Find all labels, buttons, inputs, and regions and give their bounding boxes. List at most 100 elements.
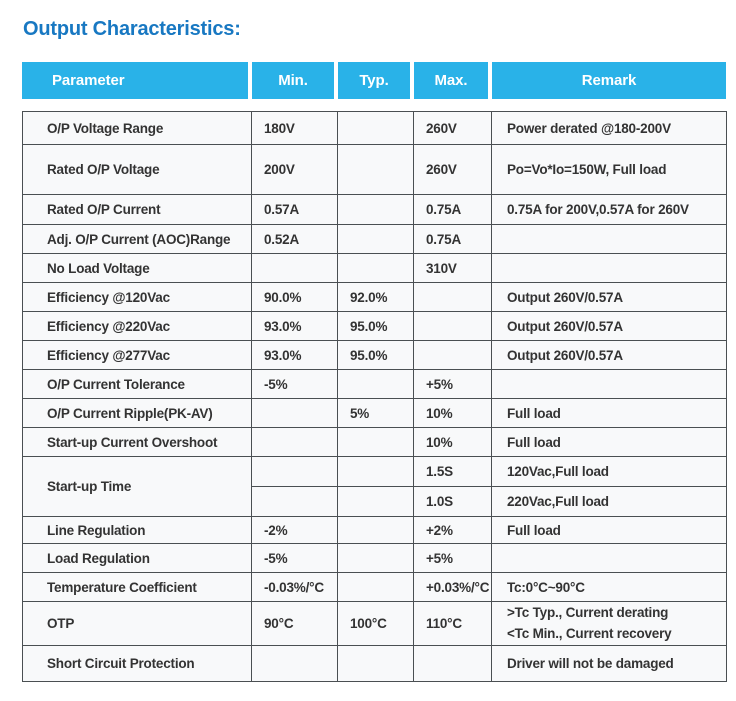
- cell-min: 0.57A: [251, 194, 338, 225]
- cell-max: +0.03%/°C: [413, 572, 492, 602]
- cell-typ: [337, 427, 414, 457]
- cell-parameter: Rated O/P Voltage: [22, 144, 252, 195]
- cell-remark: [491, 543, 727, 573]
- cell-parameter: Load Regulation: [22, 543, 252, 573]
- cell-max: 310V: [413, 253, 492, 283]
- column-header-remark: Remark: [492, 62, 726, 99]
- cell-typ: 100°C: [337, 601, 414, 646]
- cell-parameter: O/P Voltage Range: [22, 111, 252, 145]
- cell-min: 0.52A: [251, 224, 338, 254]
- cell-parameter: No Load Voltage: [22, 253, 252, 283]
- remark-line: >Tc Typ., Current derating: [507, 604, 669, 620]
- cell-max: 110°C: [413, 601, 492, 646]
- column-header-typ: Typ.: [338, 62, 410, 99]
- cell-typ: [337, 486, 414, 517]
- cell-remark: Power derated @180-200V: [491, 111, 727, 145]
- cell-typ: [337, 111, 414, 145]
- cell-min: 180V: [251, 111, 338, 145]
- cell-parameter: Temperature Coefficient: [22, 572, 252, 602]
- cell-max: 1.0S: [413, 486, 492, 517]
- cell-max: 260V: [413, 111, 492, 145]
- cell-remark: [491, 369, 727, 399]
- cell-parameter: O/P Current Tolerance: [22, 369, 252, 399]
- cell-min: [251, 253, 338, 283]
- table-row: Temperature Coefficient -0.03%/°C +0.03%/°…: [22, 572, 727, 602]
- table-body: O/P Voltage Range 180V 260V Power derated @…: [22, 111, 727, 682]
- cell-max: [413, 645, 492, 682]
- cell-parameter: Rated O/P Current: [22, 194, 252, 225]
- cell-typ: 95.0%: [337, 340, 414, 370]
- cell-parameter: Line Regulation: [22, 516, 252, 544]
- cell-max: 260V: [413, 144, 492, 195]
- cell-parameter: O/P Current Ripple(PK-AV): [22, 398, 252, 428]
- cell-typ: [337, 516, 414, 544]
- cell-typ: [337, 645, 414, 682]
- cell-min: -5%: [251, 543, 338, 573]
- cell-min: 200V: [251, 144, 338, 195]
- column-header-parameter: Parameter: [22, 62, 248, 99]
- cell-remark: Output 260V/0.57A: [491, 340, 727, 370]
- cell-max: 10%: [413, 398, 492, 428]
- cell-typ: [337, 224, 414, 254]
- table-row: O/P Voltage Range 180V 260V Power derated @…: [22, 111, 727, 145]
- cell-typ: [337, 543, 414, 573]
- cell-parameter: Start-up Current Overshoot: [22, 427, 252, 457]
- cell-remark: Full load: [491, 398, 727, 428]
- table-row: Short Circuit Protection Driver will not …: [22, 645, 727, 682]
- remark-line: <Tc Min., Current recovery: [507, 625, 672, 641]
- cell-typ: 92.0%: [337, 282, 414, 312]
- cell-max: 1.5S: [413, 456, 492, 487]
- cell-remark: [491, 253, 727, 283]
- table-row: O/P Current Ripple(PK-AV) 5% 10% Full load: [22, 398, 727, 428]
- cell-min: 90.0%: [251, 282, 338, 312]
- cell-min: 90°C: [251, 601, 338, 646]
- cell-max: +2%: [413, 516, 492, 544]
- cell-min: -2%: [251, 516, 338, 544]
- table-row: Efficiency @120Vac 90.0% 92.0% Output 260V/…: [22, 282, 727, 312]
- cell-remark: [491, 224, 727, 254]
- table-row: Efficiency @220Vac 93.0% 95.0% Output 260V/…: [22, 311, 727, 341]
- cell-parameter: Short Circuit Protection: [22, 645, 252, 682]
- table-row: OTP 90°C 100°C 110°C >Tc Typ., Current derat…: [22, 601, 727, 646]
- column-header-max: Max.: [414, 62, 488, 99]
- cell-min: [251, 456, 338, 487]
- cell-min: [251, 398, 338, 428]
- cell-max: [413, 282, 492, 312]
- cell-remark: Output 260V/0.57A: [491, 282, 727, 312]
- cell-remark: >Tc Typ., Current derating <Tc Min., Curr…: [491, 601, 727, 646]
- cell-typ: [337, 144, 414, 195]
- cell-remark: Driver will not be damaged: [491, 645, 727, 682]
- cell-remark: Po=Vo*Io=150W, Full load: [491, 144, 727, 195]
- table-row: Efficiency @277Vac 93.0% 95.0% Output 260V/…: [22, 340, 727, 370]
- cell-parameter: OTP: [22, 601, 252, 646]
- cell-min: [251, 645, 338, 682]
- page: Output Characteristics: Parameter Min. T…: [22, 18, 727, 682]
- cell-remark: Output 260V/0.57A: [491, 311, 727, 341]
- cell-max: 10%: [413, 427, 492, 457]
- cell-max: 0.75A: [413, 194, 492, 225]
- column-header-min: Min.: [252, 62, 334, 99]
- cell-min: 93.0%: [251, 340, 338, 370]
- table-row: Rated O/P Voltage 200V 260V Po=Vo*Io=150W, …: [22, 144, 727, 195]
- table-row: Rated O/P Current 0.57A 0.75A 0.75A for 200…: [22, 194, 727, 225]
- cell-max: +5%: [413, 369, 492, 399]
- cell-remark: 220Vac,Full load: [491, 486, 727, 517]
- table-row: Line Regulation -2% +2% Full load: [22, 516, 727, 544]
- table-row: Load Regulation -5% +5%: [22, 543, 727, 573]
- cell-typ: [337, 369, 414, 399]
- table-row: Start-up Time 1.5S 120Vac,Full load: [22, 456, 727, 517]
- cell-max: 0.75A: [413, 224, 492, 254]
- cell-typ: [337, 456, 414, 487]
- cell-max: +5%: [413, 543, 492, 573]
- spec-table: O/P Voltage Range 180V 260V Power derated @…: [22, 111, 727, 682]
- table-row: O/P Current Tolerance -5% +5%: [22, 369, 727, 399]
- cell-parameter: Efficiency @277Vac: [22, 340, 252, 370]
- cell-min: 93.0%: [251, 311, 338, 341]
- cell-remark: Full load: [491, 427, 727, 457]
- table-row: Adj. O/P Current (AOC)Range 0.52A 0.75A: [22, 224, 727, 254]
- cell-max: [413, 340, 492, 370]
- cell-remark: Full load: [491, 516, 727, 544]
- cell-max: [413, 311, 492, 341]
- cell-typ: [337, 572, 414, 602]
- table-row: Start-up Current Overshoot 10% Full load: [22, 427, 727, 457]
